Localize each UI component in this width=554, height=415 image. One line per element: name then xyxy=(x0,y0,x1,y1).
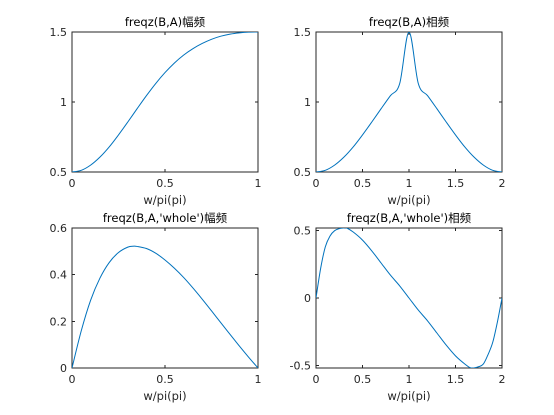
x-tick-label: 0.5 xyxy=(354,177,372,190)
x-tick-label: 0 xyxy=(313,373,320,386)
x-axis-label: w/pi(pi) xyxy=(387,389,430,403)
axes-box xyxy=(315,31,503,173)
subplot-3: 0 0.5 1 0 0.2 0.4 0.6 freqz(B,A,'whole')幅频 w/pi(… xyxy=(50,211,262,403)
x-tick-label: 0.5 xyxy=(354,373,372,386)
x-tick-label: 1 xyxy=(255,373,262,386)
subplot-title: freqz(B,A)幅频 xyxy=(125,15,206,29)
series-line-1 xyxy=(72,32,258,172)
y-tick-label: 0.2 xyxy=(50,315,68,328)
y-tick-label: 0.4 xyxy=(50,269,68,282)
series-line-1 xyxy=(72,245,258,368)
x-tick-label: 0.5 xyxy=(156,373,174,386)
y-tick-label: 0 xyxy=(60,362,67,375)
x-tick-label: 1 xyxy=(255,177,262,190)
subplot-title: freqz(B,A,'whole')幅频 xyxy=(103,211,228,225)
subplot-4: 0 0.5 1 1.5 2-0.500.5freqz(B,A,'whole')相频w/p… xyxy=(290,211,506,403)
x-tick-label: 1 xyxy=(406,177,413,190)
axes-box xyxy=(71,31,259,173)
y-tick-label: 1.5 xyxy=(294,26,312,39)
y-tick-label: -0.5 xyxy=(290,359,311,372)
y-tick-label: 0 xyxy=(304,292,311,305)
y-tick-label: 0.5 xyxy=(294,166,312,179)
x-axis-label: w/pi(pi) xyxy=(143,389,186,403)
x-tick-label: 2 xyxy=(499,373,506,386)
x-tick-label: 1.5 xyxy=(447,177,465,190)
y-tick-label: 1.5 xyxy=(50,26,68,39)
x-tick-label: 1 xyxy=(406,373,413,386)
subplot-title: freqz(B,A)相频 xyxy=(369,15,450,29)
y-tick-label: 0.5 xyxy=(50,166,68,179)
x-tick-label: 1.5 xyxy=(447,373,465,386)
subplot-title: freqz(B,A,'whole')相频 xyxy=(347,211,472,225)
x-axis-label: w/pi(pi) xyxy=(387,193,430,207)
x-tick-label: 0 xyxy=(69,177,76,190)
y-tick-label: 0.5 xyxy=(294,225,312,238)
x-tick-label: 0.5 xyxy=(156,177,174,190)
y-tick-label: 1 xyxy=(304,96,311,109)
axes-box xyxy=(71,227,259,369)
x-tick-label: 2 xyxy=(499,177,506,190)
series-line-1 xyxy=(316,228,502,368)
series-line-1 xyxy=(316,32,502,172)
x-axis-label: w/pi(pi) xyxy=(143,193,186,207)
x-tick-label: 0 xyxy=(313,177,320,190)
x-tick-label: 0 xyxy=(69,373,76,386)
y-tick-label: 1 xyxy=(60,96,67,109)
y-tick-label: 0.6 xyxy=(50,222,68,235)
